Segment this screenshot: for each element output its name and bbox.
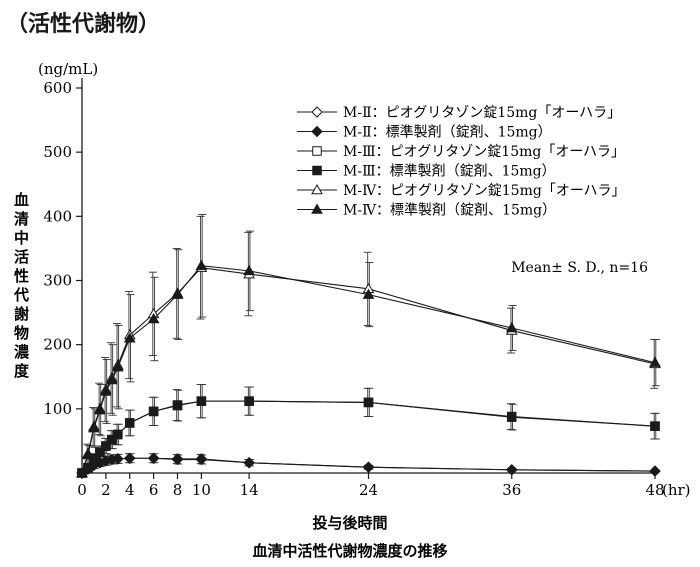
y-axis-label: 血清中活性代謝物濃度: [13, 191, 30, 380]
data-point: [171, 453, 184, 466]
y-tick-label: 300: [43, 272, 72, 290]
data-point: [95, 447, 105, 458]
page-heading: （活性代謝物）: [6, 12, 161, 37]
data-point: [195, 453, 208, 466]
x-tick-label: 6: [149, 481, 159, 499]
x-tick-label: 2: [101, 481, 111, 499]
x-tick-label: 0: [77, 481, 87, 499]
chart-title: 血清中活性代謝物濃度の推移: [252, 542, 447, 560]
x-tick-label: 48: [645, 481, 664, 499]
data-point: [195, 259, 208, 270]
data-point: [105, 373, 118, 385]
data-point: [147, 452, 160, 464]
legend-marker: [311, 183, 323, 195]
data-point: [243, 457, 255, 469]
legend-label: M-Ⅳ：標準製剤（錠剤、15mg）: [343, 203, 556, 219]
stats-annotation: Mean± S. D., n=16: [511, 260, 648, 276]
legend-marker: [312, 146, 322, 156]
legend-label: M-Ⅳ：ピオグリタゾン錠15mg「オーハラ」: [343, 183, 626, 199]
legend-label: M-Ⅲ：ピオグリタゾン錠15mg「オーハラ」: [343, 144, 625, 160]
y-unit-label: (ng/mL): [38, 60, 98, 78]
data-point: [112, 453, 124, 465]
data-point: [76, 466, 88, 478]
y-tick-label: 400: [43, 207, 72, 225]
x-unit-label: (hr): [662, 481, 691, 499]
data-point: [148, 406, 159, 417]
data-point: [650, 421, 660, 431]
data-point: [649, 356, 661, 367]
y-tick-label: 500: [43, 143, 72, 161]
data-point: [82, 449, 94, 460]
legend-marker: [311, 125, 323, 138]
data-point: [505, 321, 518, 333]
x-tick-label: 4: [125, 481, 135, 499]
x-tick-label: 10: [192, 481, 211, 499]
data-point: [649, 465, 661, 477]
data-point: [124, 452, 136, 464]
data-point: [107, 434, 117, 445]
data-point: [94, 404, 106, 415]
x-axis-label: 投与後時間: [312, 514, 387, 532]
data-point: [362, 288, 375, 299]
x-tick-label: 8: [173, 481, 183, 499]
legend-label: M-Ⅱ：標準製剤（錠剤、15mg）: [343, 125, 552, 141]
data-point: [125, 418, 135, 428]
x-tick-label: 24: [359, 481, 378, 499]
legend-marker: [312, 165, 322, 176]
data-point: [101, 441, 111, 451]
data-point: [506, 464, 518, 476]
data-point: [244, 396, 254, 406]
data-point: [100, 385, 112, 396]
data-point: [172, 400, 183, 411]
legend-label: M-Ⅱ：ピオグリタゾン錠15mg「オーハラ」: [343, 105, 621, 121]
data-point: [88, 422, 100, 433]
data-point: [111, 361, 124, 372]
data-point: [362, 461, 375, 473]
legend-label: M-Ⅲ：標準製剤（錠剤、15mg）: [343, 164, 556, 180]
y-tick-label: 200: [43, 336, 72, 354]
data-point: [507, 412, 517, 422]
x-tick-label: 36: [502, 481, 521, 499]
data-point: [113, 429, 123, 440]
data-point: [243, 264, 255, 276]
data-point: [171, 288, 184, 299]
data-point: [147, 312, 160, 324]
data-point: [123, 332, 136, 343]
legend-marker: [311, 106, 323, 118]
x-tick-label: 14: [240, 481, 259, 499]
legend-marker: [311, 203, 323, 214]
y-tick-label: 100: [43, 400, 72, 418]
data-point: [196, 396, 207, 406]
data-point: [363, 397, 374, 408]
y-tick-label: 600: [43, 79, 72, 97]
